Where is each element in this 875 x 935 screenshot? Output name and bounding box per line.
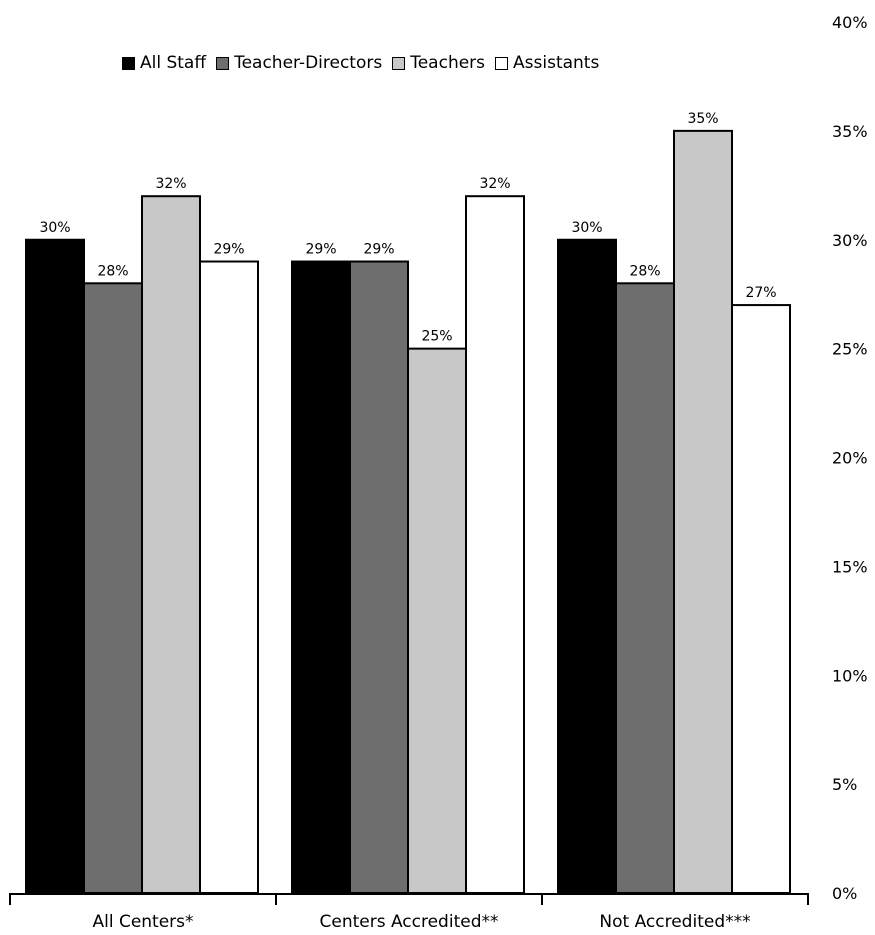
legend-label: Assistants [513, 53, 600, 73]
data-label: 30% [39, 220, 70, 236]
x-tick-label: Centers Accredited** [319, 912, 498, 932]
data-label: 28% [97, 263, 128, 279]
x-tick-label: Not Accredited*** [599, 912, 750, 932]
data-label: 29% [363, 242, 394, 258]
y-tick-label: 15% [832, 557, 868, 576]
legend: All Staff Teacher-Directors Teachers Assist… [122, 53, 609, 73]
bar [83, 282, 143, 894]
legend-item: Teachers [392, 53, 485, 73]
legend-item: Assistants [495, 53, 599, 73]
bar [673, 129, 733, 894]
y-tick-label: 5% [832, 775, 857, 794]
data-label: 30% [571, 220, 602, 236]
y-tick-label: 25% [832, 340, 868, 359]
y-tick-label: 20% [832, 449, 868, 468]
data-label: 35% [687, 111, 718, 127]
x-tick-label: All Centers* [92, 912, 193, 932]
y-tick-label: 40% [832, 13, 868, 32]
legend-label: Teacher-Directors [234, 53, 383, 73]
legend-swatch [392, 56, 406, 70]
y-tick-label: 0% [832, 884, 857, 903]
legend-swatch [216, 56, 230, 70]
data-label: 27% [745, 285, 776, 301]
bar [465, 195, 525, 894]
y-tick-label: 30% [832, 231, 868, 250]
data-label: 25% [421, 329, 452, 345]
bar [407, 347, 467, 894]
data-label: 29% [213, 242, 244, 258]
bar [291, 260, 351, 894]
bar [25, 238, 85, 894]
data-label: 32% [155, 176, 186, 192]
bar [557, 238, 617, 894]
legend-label: Teachers [410, 53, 486, 73]
data-label: 28% [629, 263, 660, 279]
y-tick-label: 35% [832, 122, 868, 141]
bar [141, 195, 201, 894]
bar [615, 282, 675, 894]
legend-item: All Staff [122, 53, 206, 73]
legend-swatch [122, 56, 135, 70]
bar [731, 304, 791, 894]
legend-item: Teacher-Directors [216, 53, 382, 73]
bar [349, 260, 409, 894]
data-label: 32% [479, 176, 510, 192]
legend-swatch [495, 56, 509, 70]
legend-label: All Staff [140, 53, 207, 73]
data-label: 29% [305, 242, 336, 258]
y-tick-label: 10% [832, 666, 868, 685]
bar [199, 260, 259, 894]
